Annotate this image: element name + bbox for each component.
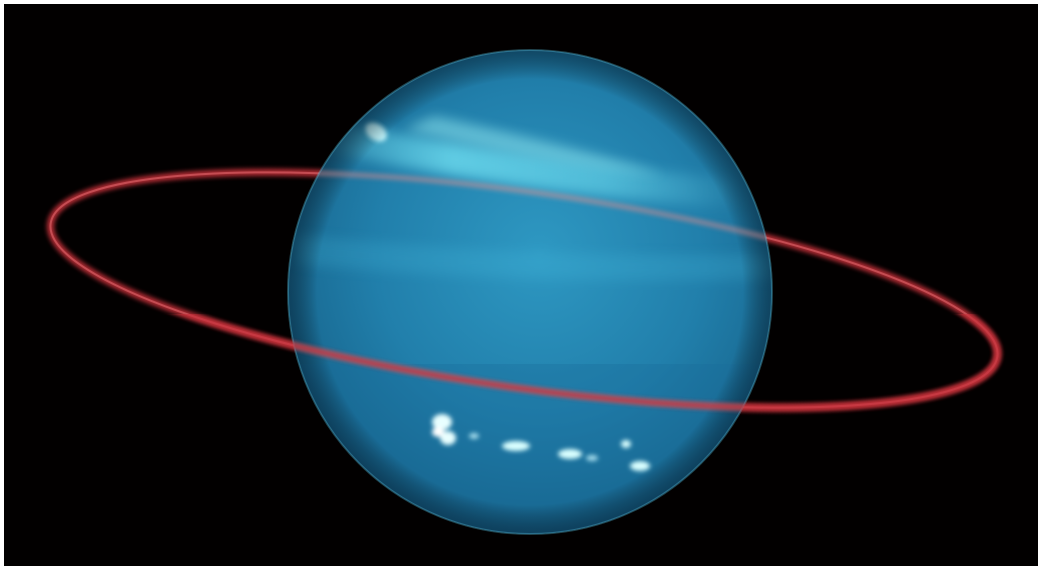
ring-front-outside [47, 314, 1001, 411]
uranus-image [4, 4, 1038, 566]
uranus-planet-icon [4, 4, 1038, 566]
